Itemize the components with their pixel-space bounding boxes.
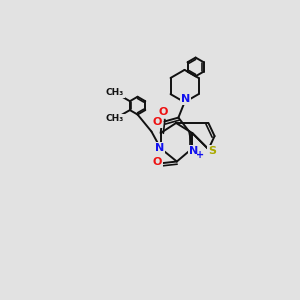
Text: O: O [158,107,168,117]
Text: N: N [154,143,164,153]
Text: O: O [152,157,161,167]
Text: S: S [208,146,216,156]
Text: N: N [189,146,198,156]
Text: N: N [181,94,190,104]
Text: CH₃: CH₃ [105,114,124,123]
Text: O: O [153,117,162,127]
Text: CH₃: CH₃ [105,88,124,97]
Text: +: + [196,150,204,160]
